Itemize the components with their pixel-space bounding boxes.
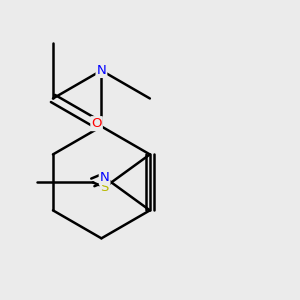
Text: S: S	[100, 181, 109, 194]
Text: O: O	[91, 117, 102, 130]
Text: N: N	[97, 64, 106, 77]
Text: N: N	[100, 171, 110, 184]
